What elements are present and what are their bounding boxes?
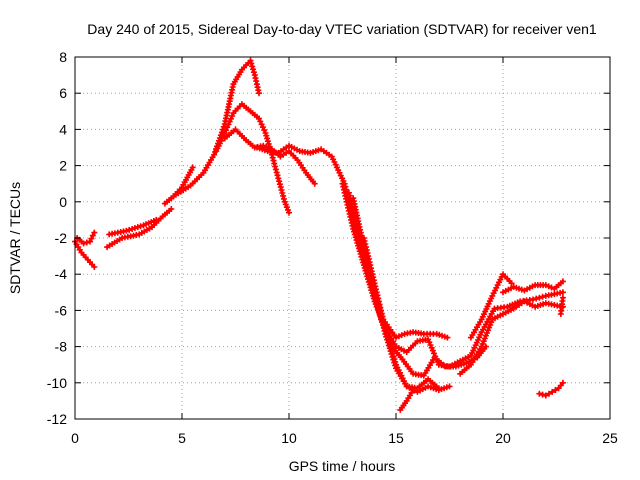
data-point — [542, 282, 549, 289]
data-point — [533, 295, 540, 302]
data-point — [428, 344, 435, 351]
x-tick-label: 0 — [71, 430, 79, 446]
series-track-2 — [74, 229, 98, 247]
data-point — [559, 278, 566, 285]
series-line — [341, 182, 565, 368]
data-series — [72, 57, 566, 413]
data-point — [395, 333, 402, 340]
data-point — [153, 216, 160, 223]
series-track-18 — [557, 294, 566, 317]
data-point — [256, 90, 262, 97]
axis-ticks: 0 5 10 15 20 25 -12 -10 -8 -6 -4 -2 0 2 4 6 8 — [47, 49, 618, 446]
data-point — [272, 166, 279, 173]
series-track-4 — [106, 216, 160, 238]
data-point — [552, 387, 559, 393]
y-tick-label: -10 — [47, 375, 67, 391]
x-tick-label: 5 — [178, 430, 186, 446]
data-point — [390, 353, 397, 360]
y-axis-label: SDTVAR / TECUs — [7, 182, 23, 294]
data-point — [446, 383, 453, 390]
series-track-19 — [536, 379, 566, 399]
data-point — [542, 392, 549, 399]
data-point — [250, 66, 256, 73]
data-point — [425, 336, 432, 343]
y-tick-label: -2 — [55, 230, 68, 246]
data-point — [250, 69, 257, 76]
data-point — [280, 195, 287, 202]
y-tick-label: 6 — [59, 85, 67, 101]
x-tick-label: 10 — [281, 430, 297, 446]
data-point — [536, 390, 543, 397]
data-point — [137, 223, 144, 230]
series-line — [255, 144, 449, 340]
data-point — [536, 294, 543, 301]
series-track-3 — [104, 206, 175, 251]
series-track-16 — [467, 271, 515, 341]
data-point — [189, 164, 196, 171]
series-track-14 — [397, 387, 417, 413]
data-point — [131, 225, 138, 231]
data-point — [347, 213, 354, 220]
y-tick-label: 0 — [59, 194, 67, 210]
x-axis-label: GPS time / hours — [289, 458, 396, 474]
data-point — [311, 180, 318, 187]
series-track-8 — [221, 126, 318, 187]
data-point — [559, 379, 566, 386]
data-point — [530, 296, 536, 303]
series-track-6 — [170, 57, 262, 200]
x-tick-label: 15 — [388, 430, 404, 446]
data-point — [379, 313, 386, 320]
y-tick-label: 8 — [59, 49, 67, 65]
data-point — [559, 289, 566, 296]
chart-title: Day 240 of 2015, Sidereal Day-to-day VTE… — [87, 21, 597, 37]
series-track-15 — [457, 298, 566, 377]
series-line — [223, 127, 317, 186]
data-point — [248, 60, 255, 67]
x-tick-label: 25 — [602, 430, 618, 446]
data-point — [83, 239, 90, 246]
data-point — [539, 391, 546, 398]
data-point — [539, 293, 546, 300]
y-tick-label: -12 — [47, 411, 67, 427]
y-tick-label: -4 — [55, 266, 68, 282]
data-point — [386, 339, 393, 346]
data-point — [557, 311, 564, 317]
x-tick-label: 20 — [495, 430, 511, 446]
data-point — [488, 319, 495, 326]
y-tick-label: 4 — [59, 121, 67, 137]
data-point — [91, 264, 98, 270]
y-tick-label: 2 — [59, 158, 67, 174]
data-point — [279, 190, 286, 196]
data-point — [549, 388, 556, 395]
series-track-17 — [500, 278, 566, 296]
grid-lines — [75, 57, 610, 419]
data-point — [276, 181, 283, 188]
data-point — [444, 334, 451, 341]
series-track-9 — [253, 142, 451, 341]
data-point — [80, 240, 87, 247]
data-point — [410, 387, 417, 393]
y-tick-label: -8 — [55, 339, 68, 355]
series-track-13 — [360, 235, 453, 395]
data-point — [388, 347, 395, 354]
y-tick-label: -6 — [55, 302, 68, 318]
data-point — [286, 209, 292, 216]
data-point — [275, 175, 282, 182]
data-point — [271, 160, 278, 167]
data-point — [546, 390, 552, 397]
data-point — [168, 206, 175, 212]
data-point — [126, 226, 133, 233]
data-point — [91, 229, 98, 236]
series-line — [171, 59, 261, 198]
